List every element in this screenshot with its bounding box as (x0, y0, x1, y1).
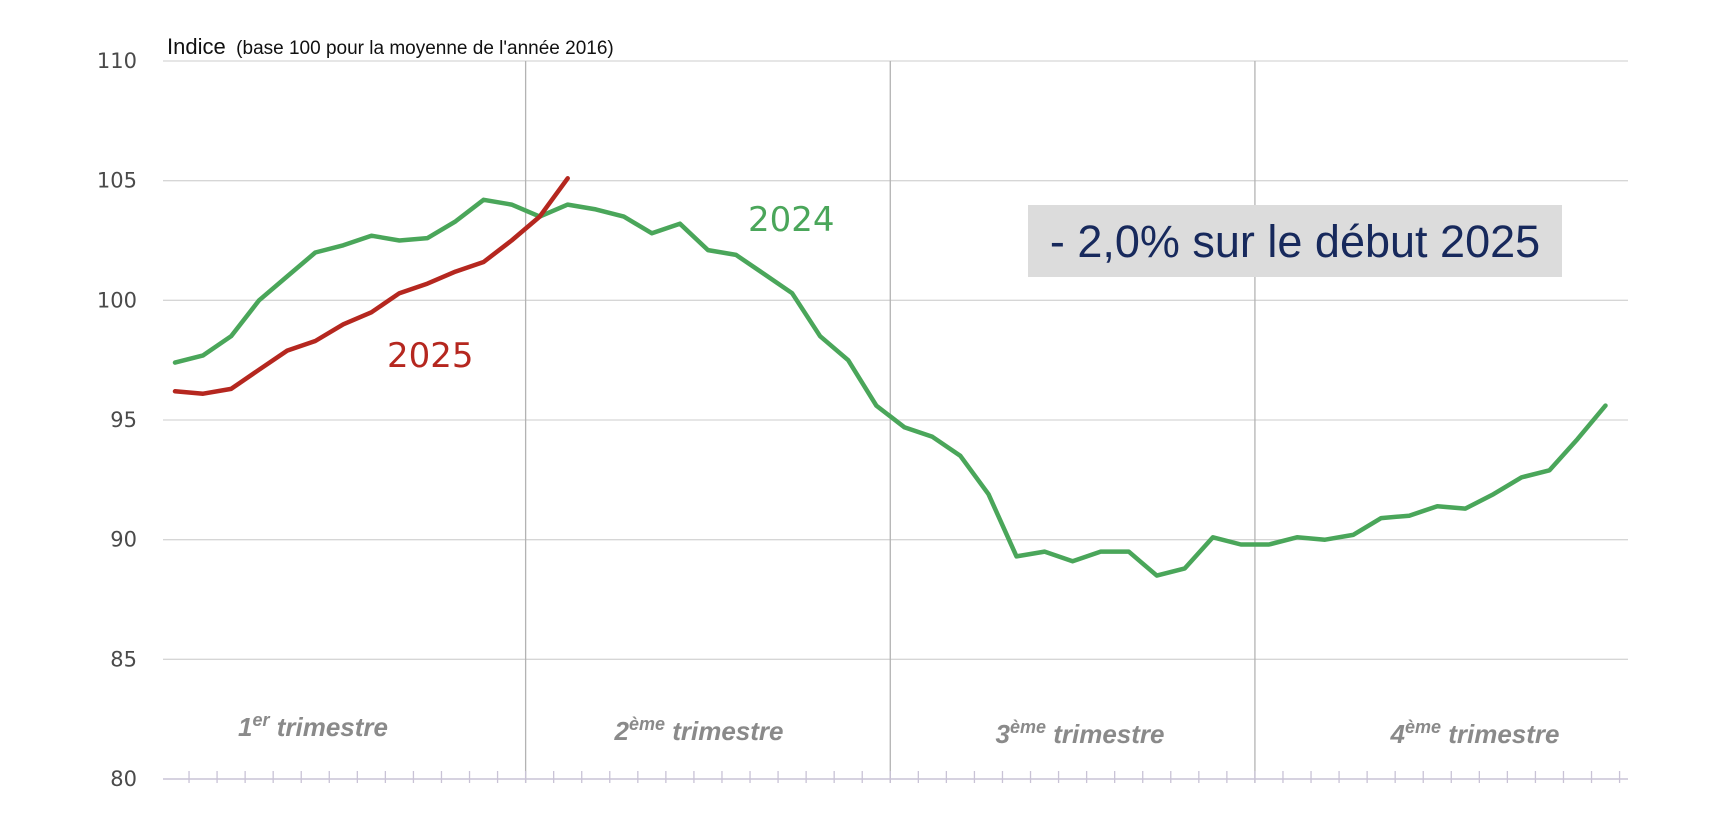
quarter-word: trimestre (1441, 719, 1560, 749)
quarter-word: trimestre (1046, 719, 1165, 749)
y-tick-labels: 80 85 90 95 100 105 110 (97, 49, 137, 791)
x-axis (163, 771, 1628, 783)
y-axis-label-note: (base 100 pour la moyenne de l'année 201… (236, 38, 614, 59)
annotation-text: - 2,0% sur le début 2025 (1050, 216, 1540, 267)
y-tick-label: 100 (97, 288, 137, 312)
series-label-2024: 2024 (748, 200, 835, 240)
quarter-ordinal: ème (1405, 717, 1441, 737)
quarter-label: 4ème trimestre (1390, 717, 1560, 749)
quarter-word: trimestre (665, 716, 784, 746)
y-axis-title: Indice (base 100 pour la moyenne de l'an… (167, 34, 614, 59)
quarter-number: 3 (996, 719, 1011, 749)
quarter-dividers (524, 61, 1256, 783)
quarter-word: trimestre (269, 712, 388, 742)
annotation-background (1028, 205, 1562, 277)
quarter-number: 2 (614, 716, 630, 746)
y-tick-label: 105 (97, 169, 137, 193)
annotation-box: - 2,0% sur le début 2025 (1028, 205, 1562, 277)
gridlines (163, 60, 1628, 660)
quarter-labels: 1er trimestre 2ème trimestre 3ème trimestr… (238, 710, 1559, 749)
quarter-label: 3ème trimestre (996, 717, 1165, 749)
quarter-label: 2ème trimestre (614, 714, 784, 746)
series-lines (172, 176, 1608, 578)
y-tick-label: 110 (97, 49, 137, 73)
series-label-2025: 2025 (387, 336, 474, 376)
quarter-ordinal: ème (629, 714, 665, 734)
quarter-number: 4 (1390, 719, 1406, 749)
quarter-number: 1 (238, 712, 252, 742)
quarter-ordinal: er (252, 710, 270, 730)
series-line-2025 (172, 176, 570, 396)
y-tick-label: 85 (110, 647, 137, 671)
y-tick-label: 80 (110, 767, 137, 791)
y-tick-label: 95 (110, 408, 137, 432)
quarter-ordinal: ème (1010, 717, 1046, 737)
series-line-2024 (172, 197, 1608, 578)
y-axis-label: Indice (167, 34, 226, 59)
y-tick-label: 90 (110, 528, 137, 552)
quarter-label: 1er trimestre (238, 710, 388, 742)
